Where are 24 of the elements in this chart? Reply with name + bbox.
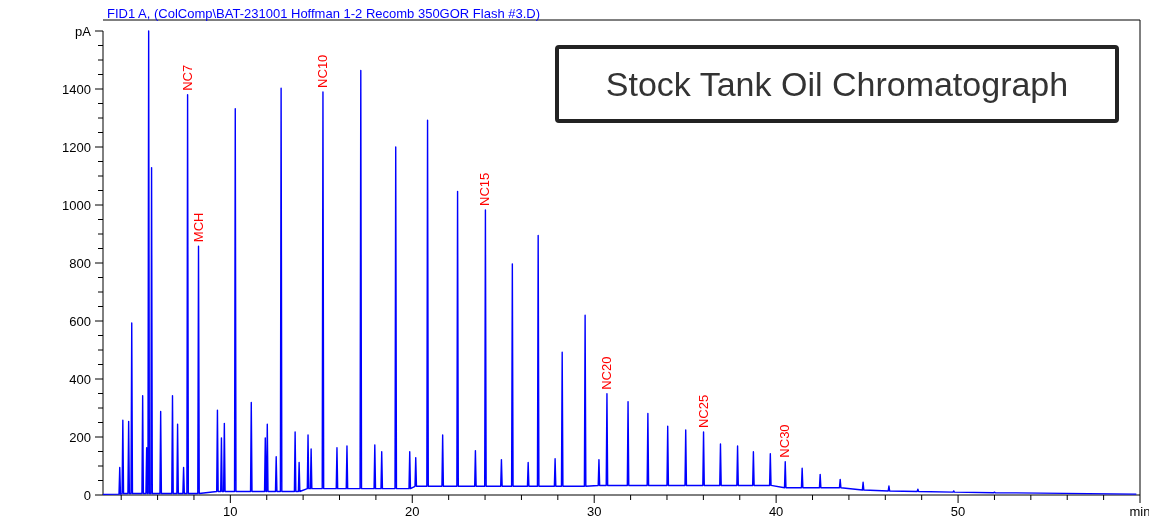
y-tick-label: 1200 <box>62 139 91 155</box>
y-tick-label: 1000 <box>62 197 91 213</box>
y-tick-label: 0 <box>83 487 91 503</box>
annotation: NC20 <box>598 356 614 390</box>
x-tick-label: 10 <box>223 504 238 519</box>
x-tick-label: 20 <box>405 504 420 519</box>
y-tick-label: 200 <box>69 429 91 445</box>
annotation: NC25 <box>695 394 711 429</box>
text: Stock Tank Oil Chromatograph <box>605 64 1069 103</box>
annotation: NC10 <box>314 54 330 88</box>
y-tick-label: pA <box>75 23 92 39</box>
y-tick-label: 600 <box>69 313 91 329</box>
chart-subtitle: FID1 A, (ColComp\BAT-231001 Hoffman 1-2 Recomb 350GOR Flash #3.D) <box>107 6 541 21</box>
annotation: MCH <box>190 212 206 243</box>
annotation: NC15 <box>477 172 493 206</box>
annotation: NC7 <box>179 64 195 91</box>
x-tick-label: 50 <box>950 504 966 519</box>
x-tick-label: 30 <box>586 504 602 519</box>
y-tick-label: 400 <box>69 371 91 387</box>
y-tick-label: 800 <box>69 255 91 271</box>
annotation: NC30 <box>777 424 793 458</box>
x-tick-label: 40 <box>768 504 784 519</box>
x-tick-label: min <box>1129 504 1151 519</box>
y-tick-label: 1400 <box>62 81 91 97</box>
